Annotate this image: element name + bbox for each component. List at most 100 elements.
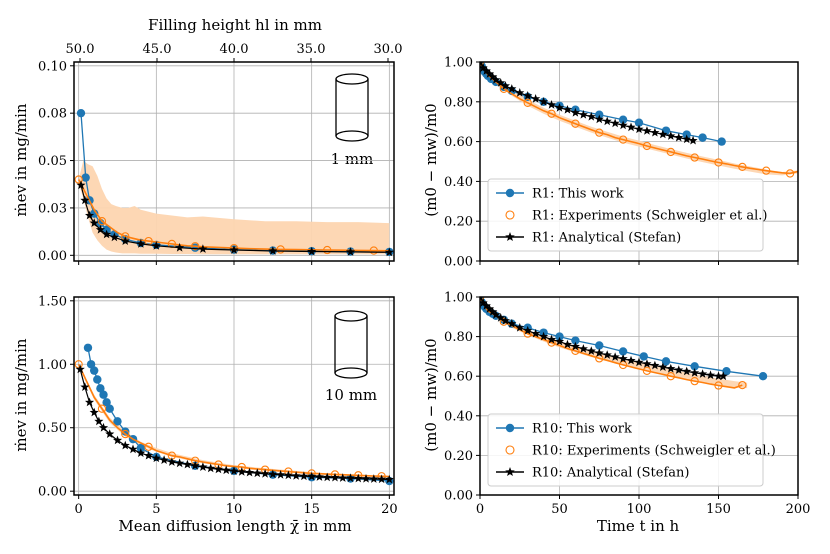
y-tick-label: 0.60 xyxy=(444,135,473,150)
analytical-point xyxy=(151,453,161,463)
this-work-point xyxy=(618,347,628,356)
analytical-point xyxy=(85,397,95,407)
experiment-point xyxy=(571,119,580,128)
experiment-point xyxy=(762,166,771,175)
analytical-point xyxy=(515,322,525,332)
y-tick-label: 0.00 xyxy=(444,255,473,270)
analytical-point xyxy=(650,127,660,137)
plot-p2: 0.00 0.20 0.40 0.60 0.80 1.00 R1: This work R1:… xyxy=(444,56,799,270)
analytical-point xyxy=(594,114,604,124)
analytical-point xyxy=(206,463,216,473)
top-tick-label: 30.0 xyxy=(374,42,403,57)
experiment-point xyxy=(121,429,130,439)
analytical-point xyxy=(618,120,628,130)
experiment-point xyxy=(74,175,83,184)
analytical-point xyxy=(182,459,192,469)
cylinder-top xyxy=(334,310,368,322)
analytical-point xyxy=(198,244,208,253)
analytical-point xyxy=(159,455,169,464)
analytical-point xyxy=(245,467,255,477)
experiment-point xyxy=(690,376,699,386)
top-tick-label: 35.0 xyxy=(297,42,326,57)
this-work-point xyxy=(690,362,699,371)
y-tick-label: 0.08 xyxy=(38,107,67,122)
analytical-point xyxy=(314,472,324,481)
analytical-point xyxy=(252,468,262,478)
legend-marker xyxy=(505,445,515,455)
xlabel-p4: Time t in h xyxy=(597,517,680,535)
legend-box xyxy=(487,413,764,487)
analytical-point xyxy=(491,75,501,84)
ylabel-p3: ṁev in mg/min xyxy=(12,338,30,451)
this-work-point xyxy=(634,118,644,127)
experiment-point xyxy=(97,217,107,226)
ylabel-p4: (m0 − mw)/m0 xyxy=(422,338,440,451)
analytical-point xyxy=(136,448,146,457)
ylabel-p2: (m0 − mw)/m0 xyxy=(422,103,440,216)
analytical-point xyxy=(377,474,387,484)
y-tick-label: 0.20 xyxy=(444,215,473,230)
analytical-point xyxy=(384,474,394,484)
xlabel-p3: Mean diffusion length χ̄ in mm xyxy=(118,517,351,535)
this-work-point xyxy=(758,372,768,381)
y-tick-label: 0.50 xyxy=(38,421,67,436)
legend-marker xyxy=(505,232,515,241)
analytical-point xyxy=(610,118,620,128)
legend-label: R1: Analytical (Stefan) xyxy=(532,231,681,246)
y-tick-label: 0.60 xyxy=(444,370,473,385)
x-tick-label: 150 xyxy=(706,502,731,517)
experiment-point xyxy=(369,246,378,255)
analytical-point xyxy=(338,473,348,482)
legend-label: R1: Experiments (Schweigler et al.) xyxy=(532,209,768,224)
cylinder-top xyxy=(335,73,369,85)
top-tick-label: 50.0 xyxy=(66,42,95,57)
x-tick-label: 0 xyxy=(75,502,83,517)
experiment-point xyxy=(666,147,675,157)
analytical-point xyxy=(120,440,130,450)
analytical-point xyxy=(89,218,99,227)
y-tick-label: 0.03 xyxy=(38,201,67,216)
this-work-point xyxy=(83,343,93,352)
legend-label: R10: Analytical (Stefan) xyxy=(532,466,689,481)
analytical-point xyxy=(570,341,580,351)
analytical-point xyxy=(485,304,495,313)
analytical-point xyxy=(260,469,270,478)
this-work-point xyxy=(121,427,130,436)
analytical-point xyxy=(345,473,356,483)
y-tick-label: 1.50 xyxy=(38,294,67,309)
analytical-point xyxy=(369,474,379,483)
analytical-point xyxy=(89,407,99,417)
analytical-point xyxy=(634,357,644,367)
analytical-point xyxy=(507,318,517,328)
analytical-point xyxy=(642,359,652,368)
y-tick-label: 1.00 xyxy=(444,291,473,306)
y-tick-label: 1.00 xyxy=(38,358,67,373)
annotation-1mm: 1 mm xyxy=(331,150,374,168)
analytical-point xyxy=(507,84,517,93)
cylinder-bottom xyxy=(334,367,368,379)
analytical-point xyxy=(496,78,506,87)
analytical-point xyxy=(674,132,684,142)
experiment-point xyxy=(97,404,107,413)
analytical-point xyxy=(109,232,119,242)
legend-marker xyxy=(505,423,515,433)
y-tick-label: 0.80 xyxy=(444,330,473,345)
y-tick-label: 0.20 xyxy=(444,449,473,464)
legend-label: R10: This work xyxy=(532,422,632,437)
analytical-point xyxy=(330,472,340,482)
analytical-point xyxy=(515,88,525,97)
plot-p4: 0 50 100 150 200 0.00 0.20 0.40 0.60 0.80 1.00 R10:… xyxy=(444,291,810,518)
x-tick-label: 20 xyxy=(381,502,398,517)
analytical-point xyxy=(658,362,668,371)
analytical-point xyxy=(531,328,541,338)
analytical-point xyxy=(85,210,95,220)
analytical-point xyxy=(586,346,596,355)
analytical-point xyxy=(229,245,239,254)
analytical-point xyxy=(706,370,716,380)
y-tick-label: 0.00 xyxy=(444,489,473,504)
legend-label: R1: This work xyxy=(532,187,624,202)
analytical-point xyxy=(626,355,636,365)
analytical-point xyxy=(688,135,698,145)
analytical-point xyxy=(554,336,565,346)
